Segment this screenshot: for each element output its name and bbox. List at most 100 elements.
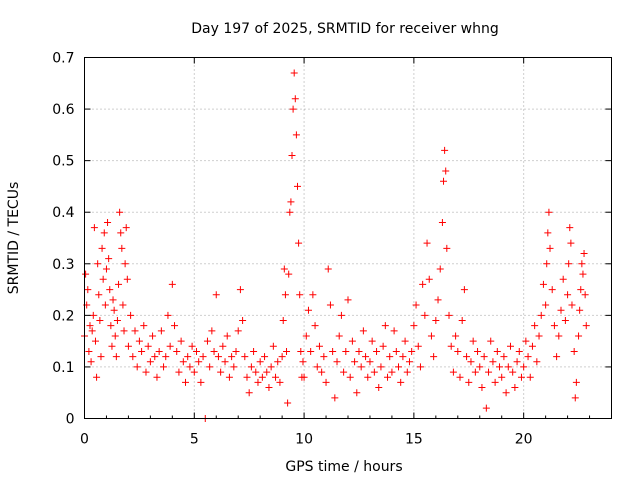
y-tick-label: 0.4: [52, 205, 74, 221]
data-point: [443, 244, 451, 252]
data-point: [140, 322, 148, 330]
data-point: [392, 347, 400, 355]
data-point: [550, 322, 558, 330]
data-point: [221, 358, 229, 366]
data-point: [373, 347, 381, 355]
data-point: [90, 224, 98, 232]
data-point: [184, 353, 192, 361]
data-point: [138, 347, 146, 355]
data-point: [279, 317, 287, 325]
data-point: [357, 363, 365, 371]
data-point: [447, 342, 455, 350]
data-point: [353, 389, 361, 397]
data-point: [438, 219, 446, 227]
data-point: [498, 373, 506, 381]
data-point: [199, 353, 207, 361]
data-point: [388, 368, 396, 376]
data-point: [537, 311, 545, 319]
data-point: [276, 378, 284, 386]
data-point: [146, 358, 154, 366]
data-point: [469, 337, 477, 345]
data-point: [219, 342, 227, 350]
data-point: [539, 280, 547, 288]
data-point: [175, 368, 183, 376]
data-point: [430, 353, 438, 361]
data-point: [322, 378, 330, 386]
data-point: [460, 286, 468, 294]
data-point: [247, 363, 255, 371]
data-point: [326, 301, 334, 309]
data-point: [98, 244, 106, 252]
data-point: [129, 353, 137, 361]
data-point: [355, 347, 363, 355]
data-point: [395, 363, 403, 371]
data-point: [511, 384, 519, 392]
data-point: [272, 373, 280, 381]
data-point: [111, 332, 119, 340]
data-point: [135, 337, 143, 345]
data-point: [329, 347, 337, 355]
x-tick-label: 5: [190, 432, 199, 448]
data-point: [210, 347, 218, 355]
data-point: [482, 404, 490, 412]
data-point: [399, 353, 407, 361]
data-point: [568, 301, 576, 309]
data-point: [557, 306, 565, 314]
data-point: [177, 337, 185, 345]
data-point: [96, 317, 104, 325]
data-point: [544, 229, 552, 237]
data-point: [342, 347, 350, 355]
data-point: [565, 260, 573, 268]
data-point: [370, 368, 378, 376]
data-point: [405, 358, 413, 366]
data-point: [440, 177, 448, 185]
data-point: [533, 358, 541, 366]
data-point: [566, 224, 574, 232]
data-point: [173, 347, 181, 355]
data-point: [309, 291, 317, 299]
data-point: [390, 327, 398, 335]
data-point: [425, 275, 433, 283]
data-point: [509, 368, 517, 376]
data-point: [366, 358, 374, 366]
data-point: [232, 347, 240, 355]
data-point: [133, 363, 141, 371]
data-point: [123, 275, 131, 283]
data-point: [223, 332, 231, 340]
data-point: [115, 280, 123, 288]
data-point: [208, 327, 216, 335]
data-point: [315, 342, 323, 350]
data-point: [127, 311, 135, 319]
data-point: [192, 347, 200, 355]
data-point: [465, 378, 473, 386]
data-point: [186, 363, 194, 371]
data-point: [228, 353, 236, 361]
data-point: [351, 358, 359, 366]
data-point: [261, 353, 269, 361]
data-point: [292, 131, 300, 139]
data-point: [101, 301, 109, 309]
data-point: [463, 353, 471, 361]
data-point: [288, 151, 296, 159]
data-point: [458, 317, 466, 325]
data-point: [487, 337, 495, 345]
data-point: [531, 322, 539, 330]
data-point: [285, 270, 293, 278]
data-point: [421, 311, 429, 319]
data-point: [162, 353, 170, 361]
data-point: [500, 353, 508, 361]
data-point: [151, 353, 159, 361]
data-point: [179, 358, 187, 366]
data-point: [121, 260, 129, 268]
data-point: [384, 373, 392, 381]
data-point: [190, 368, 198, 376]
data-point: [243, 373, 251, 381]
data-point: [258, 373, 266, 381]
data-point: [513, 358, 521, 366]
data-point: [579, 270, 587, 278]
data-point: [561, 317, 569, 325]
data-point: [91, 337, 99, 345]
data-point: [296, 291, 304, 299]
data-point: [576, 306, 584, 314]
data-point: [528, 342, 536, 350]
